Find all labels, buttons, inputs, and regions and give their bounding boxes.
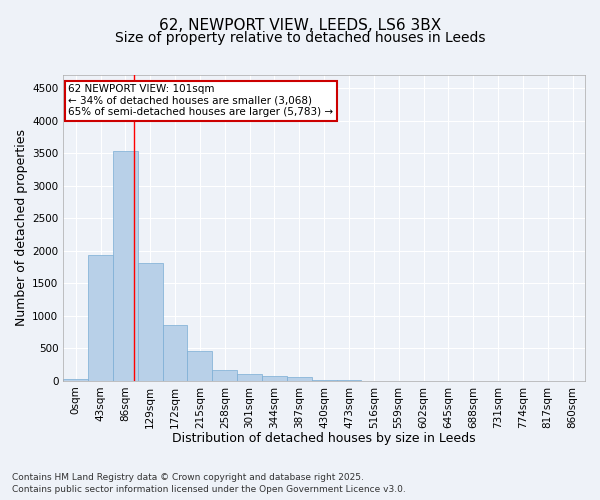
Bar (138, 263, 163, 381)
Bar (312, 380, 337, 381)
Bar (187, 351, 212, 381)
Bar (237, 374, 262, 381)
X-axis label: Distribution of detached houses by size in Leeds: Distribution of detached houses by size … (172, 432, 476, 445)
Bar (337, 380, 361, 381)
Bar (212, 370, 237, 381)
Bar (113, 151, 138, 381)
Bar (262, 376, 287, 381)
Text: Contains HM Land Registry data © Crown copyright and database right 2025.: Contains HM Land Registry data © Crown c… (12, 472, 364, 482)
Text: 62 NEWPORT VIEW: 101sqm
← 34% of detached houses are smaller (3,068)
65% of semi: 62 NEWPORT VIEW: 101sqm ← 34% of detache… (68, 84, 334, 117)
Bar (287, 378, 312, 381)
Text: Contains public sector information licensed under the Open Government Licence v3: Contains public sector information licen… (12, 485, 406, 494)
Text: 62, NEWPORT VIEW, LEEDS, LS6 3BX: 62, NEWPORT VIEW, LEEDS, LS6 3BX (159, 18, 441, 32)
Y-axis label: Number of detached properties: Number of detached properties (15, 130, 28, 326)
Bar (88, 254, 113, 381)
Text: Size of property relative to detached houses in Leeds: Size of property relative to detached ho… (115, 31, 485, 45)
Bar (163, 325, 187, 381)
Bar (63, 379, 88, 381)
